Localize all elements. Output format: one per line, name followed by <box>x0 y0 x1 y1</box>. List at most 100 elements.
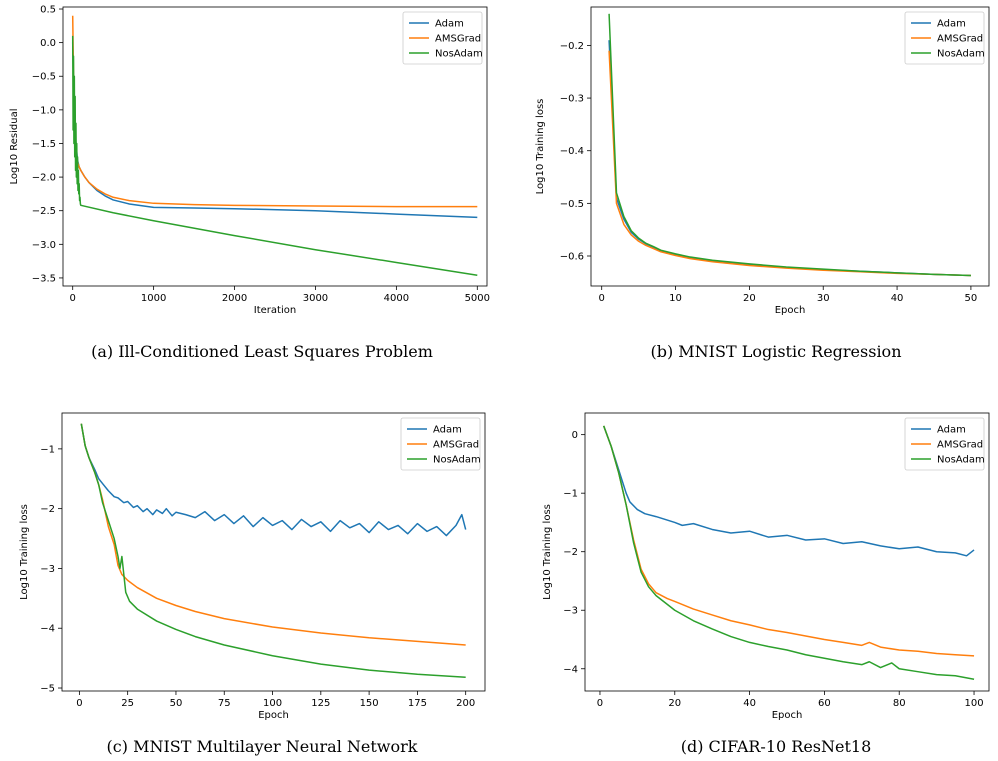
legend-box <box>400 417 481 471</box>
series-line-nosadam <box>602 425 975 681</box>
x-tick-label: 20 <box>743 293 756 304</box>
x-tick-label: 100 <box>263 698 282 709</box>
x-tick-label: 50 <box>965 293 978 304</box>
y-tick-label: −1.5 <box>32 139 56 150</box>
y-tick-label: 0.5 <box>40 5 56 16</box>
axes-frame <box>61 412 486 692</box>
y-tick-label: 0.0 <box>40 38 56 49</box>
x-tick-label: 0 <box>599 293 605 304</box>
x-tick-label: 20 <box>668 698 681 709</box>
y-tick-label: −1.0 <box>32 105 56 116</box>
series-line-adam <box>602 425 975 557</box>
x-tick-label: 175 <box>408 698 427 709</box>
series-line-nosadam <box>71 35 478 276</box>
y-tick-label: −2.5 <box>32 206 56 217</box>
legend-label-nosadam: NosAdam <box>433 455 481 466</box>
x-tick-label: 3000 <box>303 293 328 304</box>
x-tick-label: 4000 <box>384 293 409 304</box>
y-tick-label: −0.5 <box>560 199 584 210</box>
subfigure-caption: (b) MNIST Logistic Regression <box>650 342 901 361</box>
x-axis-label: Epoch <box>775 305 806 316</box>
legend-label-adam: Adam <box>435 19 464 30</box>
series-line-nosadam <box>80 423 466 678</box>
y-tick-label: −3 <box>40 564 55 575</box>
chart-panel-2: 0 10 20 30 40 50 −0.2 −0.3 −0.4 −0.5 −0.6 Epoch Log1… <box>535 6 990 361</box>
axes-frame <box>62 6 488 287</box>
x-tick-label: 125 <box>311 698 330 709</box>
legend-label-amsgrad: AMSGrad <box>937 34 983 45</box>
x-tick-label: 60 <box>818 698 831 709</box>
legend: Adam AMSGrad NosAdam <box>400 417 481 471</box>
y-tick-label: −4 <box>40 624 55 635</box>
legend: Adam AMSGrad NosAdam <box>904 417 985 471</box>
series-line-adam <box>608 40 971 277</box>
x-tick-label: 0 <box>597 698 603 709</box>
y-tick-label: −0.2 <box>560 41 584 52</box>
y-tick-label: −2 <box>40 504 55 515</box>
y-tick-label: −2 <box>563 547 578 558</box>
x-tick-label: 150 <box>360 698 379 709</box>
x-tick-label: 5000 <box>465 293 490 304</box>
y-tick-label: −4 <box>563 664 578 675</box>
legend-label-amsgrad: AMSGrad <box>937 440 983 451</box>
series-line-adam <box>71 42 478 219</box>
legend-label-nosadam: NosAdam <box>937 49 985 60</box>
x-tick-label: 30 <box>817 293 830 304</box>
x-tick-label: 40 <box>743 698 756 709</box>
legend-label-adam: Adam <box>937 19 966 30</box>
subfigure-caption: (c) MNIST Multilayer Neural Network <box>107 737 418 756</box>
y-tick-label: −0.5 <box>32 72 56 83</box>
x-tick-label: 25 <box>121 698 134 709</box>
y-tick-label: −5 <box>40 684 55 695</box>
x-tick-label: 0 <box>76 698 82 709</box>
legend-box <box>904 11 985 65</box>
y-axis-label: Log10 Training loss <box>542 504 553 600</box>
legend-box <box>904 417 985 471</box>
x-tick-label: 200 <box>456 698 475 709</box>
y-tick-label: 0 <box>572 430 578 441</box>
x-axis-label: Iteration <box>254 305 296 316</box>
axes-frame <box>590 6 990 287</box>
chart-panel-3: 0 25 50 75 100 125 150 175 200 −1 −2 −3 −4 −5 Epoch Log… <box>19 412 486 756</box>
x-tick-label: 0 <box>70 293 76 304</box>
legend: Adam AMSGrad NosAdam <box>402 11 483 65</box>
x-tick-label: 100 <box>964 698 983 709</box>
legend-label-adam: Adam <box>937 425 966 436</box>
subfigure-caption: (a) Ill-Conditioned Least Squares Proble… <box>91 342 433 361</box>
y-tick-label: −0.3 <box>560 94 584 105</box>
y-tick-label: −0.4 <box>560 146 584 157</box>
y-tick-label: −1 <box>40 444 55 455</box>
y-tick-label: −3.5 <box>32 273 56 284</box>
x-tick-label: 40 <box>891 293 904 304</box>
x-tick-label: 10 <box>669 293 682 304</box>
subfigure-caption: (d) CIFAR-10 ResNet18 <box>681 737 872 756</box>
x-axis-label: Epoch <box>772 710 803 721</box>
series-line-amsgrad <box>608 50 971 277</box>
y-axis-label: Log10 Residual <box>9 109 20 185</box>
y-tick-label: −0.6 <box>560 251 584 262</box>
legend-label-amsgrad: AMSGrad <box>435 34 481 45</box>
y-axis-label: Log10 Training loss <box>535 99 546 195</box>
y-tick-label: −2.0 <box>32 173 56 184</box>
legend-box <box>402 11 483 65</box>
chart-panel-1: 0 1000 2000 3000 4000 5000 0.5 0.0 −0.5 −1.0 −1.5 −… <box>9 5 490 361</box>
x-tick-label: 2000 <box>222 293 247 304</box>
x-tick-label: 80 <box>893 698 906 709</box>
y-axis-label: Log10 Training loss <box>19 504 30 600</box>
y-tick-label: −3 <box>563 606 578 617</box>
chart-panel-4: 0 20 40 60 80 100 0 −1 −2 −3 −4 Epoch Log10 Training… <box>542 412 990 756</box>
series-line-nosadam <box>608 13 971 277</box>
legend: Adam AMSGrad NosAdam <box>904 11 985 65</box>
legend-label-nosadam: NosAdam <box>435 49 483 60</box>
legend-label-nosadam: NosAdam <box>937 455 985 466</box>
series-line-adam <box>80 423 467 537</box>
y-tick-label: −3.0 <box>32 240 56 251</box>
legend-label-amsgrad: AMSGrad <box>433 440 479 451</box>
y-tick-label: −1 <box>563 489 578 500</box>
x-tick-label: 1000 <box>141 293 166 304</box>
x-tick-label: 75 <box>218 698 231 709</box>
x-tick-label: 50 <box>170 698 183 709</box>
legend-label-adam: Adam <box>433 425 462 436</box>
x-axis-label: Epoch <box>258 710 289 721</box>
